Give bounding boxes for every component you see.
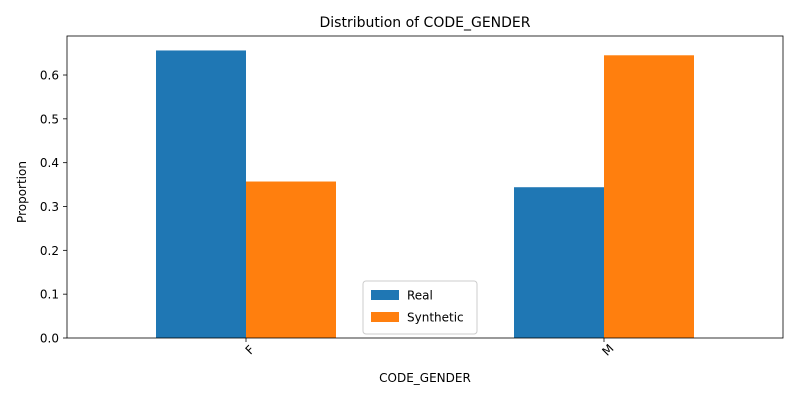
bar-synthetic-f — [246, 181, 336, 338]
y-tick-label: 0.3 — [40, 200, 59, 214]
legend: Real Synthetic — [362, 280, 478, 335]
plot-bars — [156, 50, 694, 339]
x-tick-label: M — [599, 341, 616, 358]
x-axis-label: CODE_GENDER — [379, 371, 471, 385]
legend-swatch-real — [371, 290, 399, 300]
bar-real-m — [514, 187, 604, 338]
axis-frame — [66, 35, 784, 339]
axis-spines — [66, 35, 784, 339]
y-tick-label: 0.4 — [40, 156, 59, 170]
y-axis-ticks: 0.0 0.1 0.2 0.3 0.4 0.5 0.6 — [40, 69, 67, 346]
y-tick-label: 0.0 — [40, 332, 59, 346]
legend-label-real: Real — [407, 289, 433, 303]
x-tick-label: F — [243, 343, 258, 358]
y-tick-label: 0.1 — [40, 288, 59, 302]
y-axis-label: Proportion — [15, 161, 29, 223]
y-tick-label: 0.5 — [40, 112, 59, 126]
legend-swatch-synthetic — [371, 312, 399, 322]
bar-real-f — [156, 50, 246, 338]
y-tick-label: 0.2 — [40, 244, 59, 258]
chart-title: Distribution of CODE_GENDER — [319, 15, 530, 31]
bar-synthetic-m — [604, 55, 694, 339]
y-tick-label: 0.6 — [40, 69, 59, 83]
legend-label-synthetic: Synthetic — [407, 311, 464, 325]
